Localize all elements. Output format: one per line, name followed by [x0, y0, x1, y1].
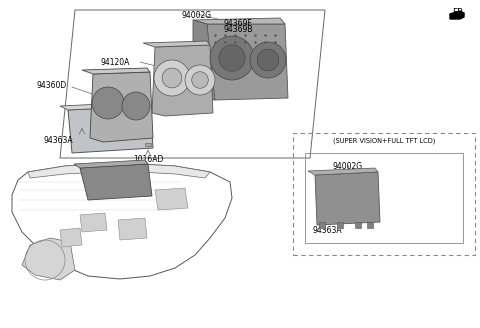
Circle shape: [257, 49, 279, 71]
Polygon shape: [80, 164, 152, 200]
Text: (SUPER VISION+FULL TFT LCD): (SUPER VISION+FULL TFT LCD): [333, 137, 435, 144]
Circle shape: [210, 36, 254, 80]
Circle shape: [192, 72, 208, 88]
Text: 94360D: 94360D: [37, 81, 67, 90]
Polygon shape: [367, 222, 373, 228]
Text: 94002G: 94002G: [182, 11, 212, 20]
Text: 1016AD: 1016AD: [133, 155, 163, 164]
Circle shape: [162, 68, 182, 88]
Polygon shape: [28, 163, 210, 178]
Circle shape: [92, 87, 124, 119]
Polygon shape: [82, 68, 150, 74]
Polygon shape: [207, 24, 288, 100]
Circle shape: [122, 92, 150, 120]
Circle shape: [185, 65, 215, 95]
Polygon shape: [80, 213, 107, 232]
Polygon shape: [308, 168, 378, 175]
Polygon shape: [22, 238, 75, 280]
Polygon shape: [319, 222, 325, 228]
Polygon shape: [68, 106, 153, 153]
Polygon shape: [60, 102, 150, 110]
Text: FR.: FR.: [452, 8, 466, 17]
Polygon shape: [450, 11, 464, 19]
Circle shape: [154, 60, 190, 96]
Circle shape: [250, 42, 286, 78]
Polygon shape: [118, 218, 147, 240]
Polygon shape: [193, 18, 285, 24]
Bar: [305, 153, 463, 243]
Bar: [293, 133, 475, 255]
Polygon shape: [152, 45, 213, 116]
Text: 94363A: 94363A: [312, 226, 342, 235]
Text: 94120A: 94120A: [100, 58, 130, 67]
Polygon shape: [90, 72, 153, 142]
Text: 94363A: 94363A: [43, 136, 73, 145]
Polygon shape: [355, 222, 361, 228]
Text: 94369B: 94369B: [224, 25, 253, 34]
Polygon shape: [315, 172, 380, 225]
Text: 94002G: 94002G: [333, 162, 363, 171]
Polygon shape: [143, 41, 210, 47]
Polygon shape: [155, 188, 188, 210]
Polygon shape: [193, 20, 215, 100]
Polygon shape: [337, 222, 343, 228]
Polygon shape: [60, 228, 82, 247]
Polygon shape: [145, 143, 151, 146]
Text: 94369F: 94369F: [224, 19, 253, 28]
Circle shape: [219, 45, 245, 71]
Polygon shape: [74, 160, 148, 168]
